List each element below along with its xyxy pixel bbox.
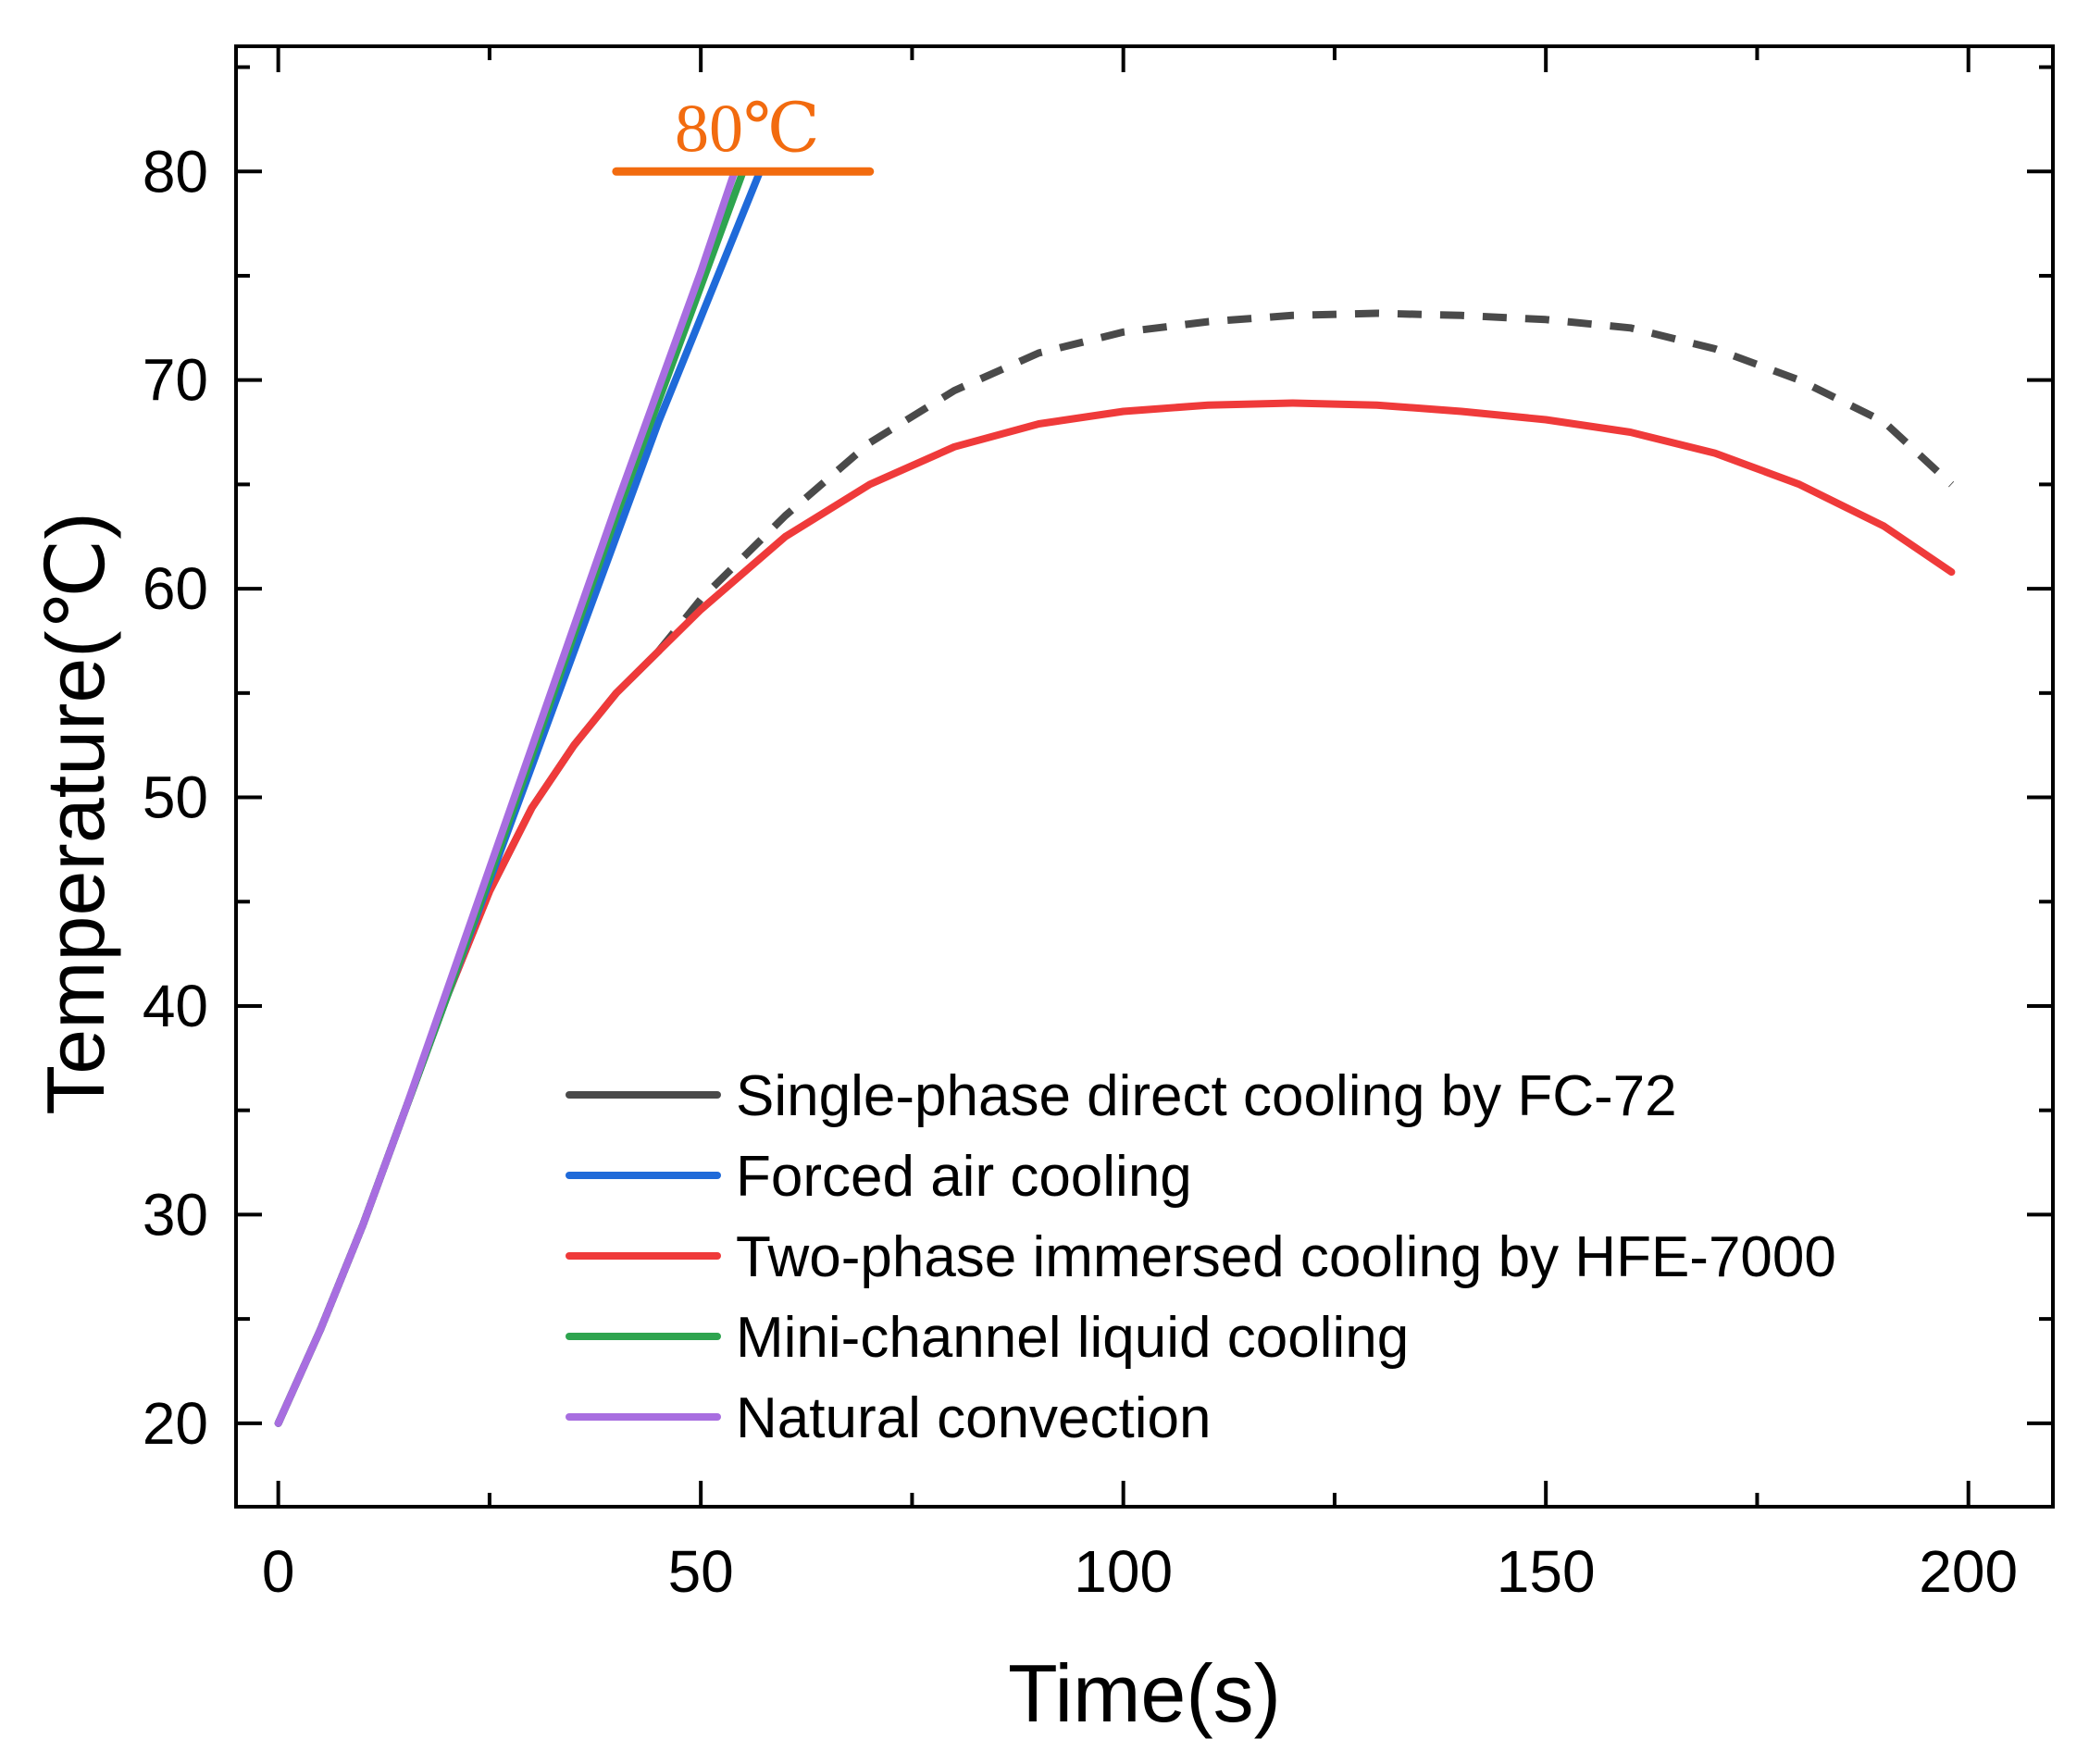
x-tick-label: 100 bbox=[1074, 1538, 1173, 1605]
natural-convection-line bbox=[274, 168, 739, 1427]
legend: Single-phase direct cooling by FC-72 Forc… bbox=[566, 1064, 1836, 1450]
x-tick-label: 0 bbox=[262, 1538, 295, 1605]
legend-label: Forced air cooling bbox=[736, 1145, 1192, 1209]
legend-label: Mini-channel liquid cooling bbox=[736, 1306, 1409, 1370]
y-tick-label: 80 bbox=[143, 138, 208, 205]
y-tick-label: 70 bbox=[143, 347, 208, 414]
y-tick-label: 50 bbox=[143, 764, 208, 831]
x-tick-label: 150 bbox=[1497, 1538, 1596, 1605]
y-tick-label: 30 bbox=[143, 1181, 208, 1248]
major-ticks bbox=[236, 46, 2053, 1507]
y-tick-label: 20 bbox=[143, 1390, 208, 1457]
y-tick-label: 40 bbox=[143, 973, 208, 1039]
y-tick-label: 60 bbox=[143, 555, 208, 622]
single-phase-direct-cooling-by-fc-72-extrapolated-line bbox=[655, 309, 1955, 654]
tick-labels: 0 50 100 150 200 20 30 40 50 60 70 80 bbox=[143, 138, 2018, 1605]
minor-ticks bbox=[236, 46, 2053, 1507]
legend-label: Single-phase direct cooling by FC-72 bbox=[736, 1064, 1677, 1128]
y-axis-title: Temperature(℃) bbox=[30, 512, 121, 1114]
legend-label: Natural convection bbox=[736, 1386, 1212, 1450]
legend-label: Two-phase immersed cooling by HFE-7000 bbox=[736, 1225, 1836, 1289]
threshold-label: 80℃ bbox=[675, 91, 820, 167]
plot-series bbox=[274, 168, 1956, 1427]
plot-frame bbox=[234, 44, 2055, 1509]
single-phase-direct-cooling-by-fc-72-line bbox=[274, 647, 663, 1427]
x-tick-label: 50 bbox=[668, 1538, 734, 1605]
x-tick-label: 200 bbox=[1919, 1538, 2018, 1605]
threshold-annotation: 80℃ bbox=[612, 91, 875, 176]
x-axis-title: Time(s) bbox=[1008, 1647, 1281, 1739]
